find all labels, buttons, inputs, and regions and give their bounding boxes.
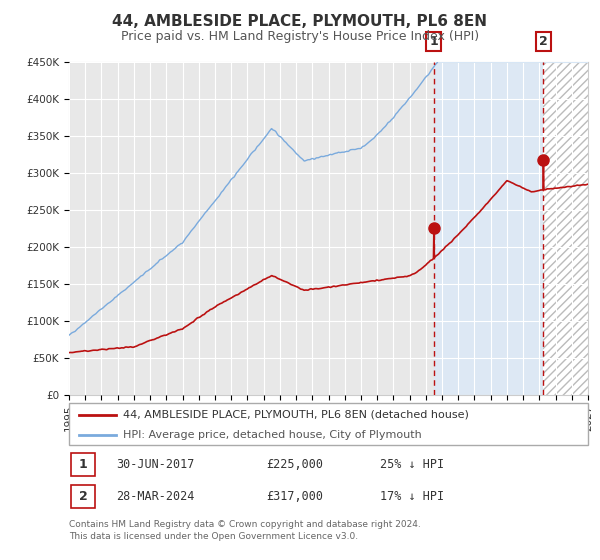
- Bar: [434, 62, 544, 395]
- Text: Price paid vs. HM Land Registry's House Price Index (HPI): Price paid vs. HM Land Registry's House …: [121, 30, 479, 43]
- Text: 2: 2: [539, 35, 548, 48]
- Text: HPI: Average price, detached house, City of Plymouth: HPI: Average price, detached house, City…: [124, 430, 422, 440]
- FancyBboxPatch shape: [69, 403, 588, 445]
- Text: 28-MAR-2024: 28-MAR-2024: [116, 489, 194, 503]
- Bar: [544, 62, 588, 395]
- Bar: [544, 62, 588, 395]
- FancyBboxPatch shape: [71, 484, 95, 508]
- Text: £317,000: £317,000: [266, 489, 323, 503]
- Text: 44, AMBLESIDE PLACE, PLYMOUTH, PL6 8EN (detached house): 44, AMBLESIDE PLACE, PLYMOUTH, PL6 8EN (…: [124, 410, 469, 420]
- Text: 2: 2: [79, 489, 88, 503]
- Text: 1: 1: [430, 35, 438, 48]
- Text: 30-JUN-2017: 30-JUN-2017: [116, 458, 194, 471]
- Text: 1: 1: [79, 458, 88, 471]
- Text: 17% ↓ HPI: 17% ↓ HPI: [380, 489, 445, 503]
- Text: £225,000: £225,000: [266, 458, 323, 471]
- Text: 25% ↓ HPI: 25% ↓ HPI: [380, 458, 445, 471]
- Bar: [544, 62, 588, 395]
- FancyBboxPatch shape: [71, 452, 95, 476]
- Text: 44, AMBLESIDE PLACE, PLYMOUTH, PL6 8EN: 44, AMBLESIDE PLACE, PLYMOUTH, PL6 8EN: [113, 14, 487, 29]
- Text: Contains HM Land Registry data © Crown copyright and database right 2024.
This d: Contains HM Land Registry data © Crown c…: [69, 520, 421, 541]
